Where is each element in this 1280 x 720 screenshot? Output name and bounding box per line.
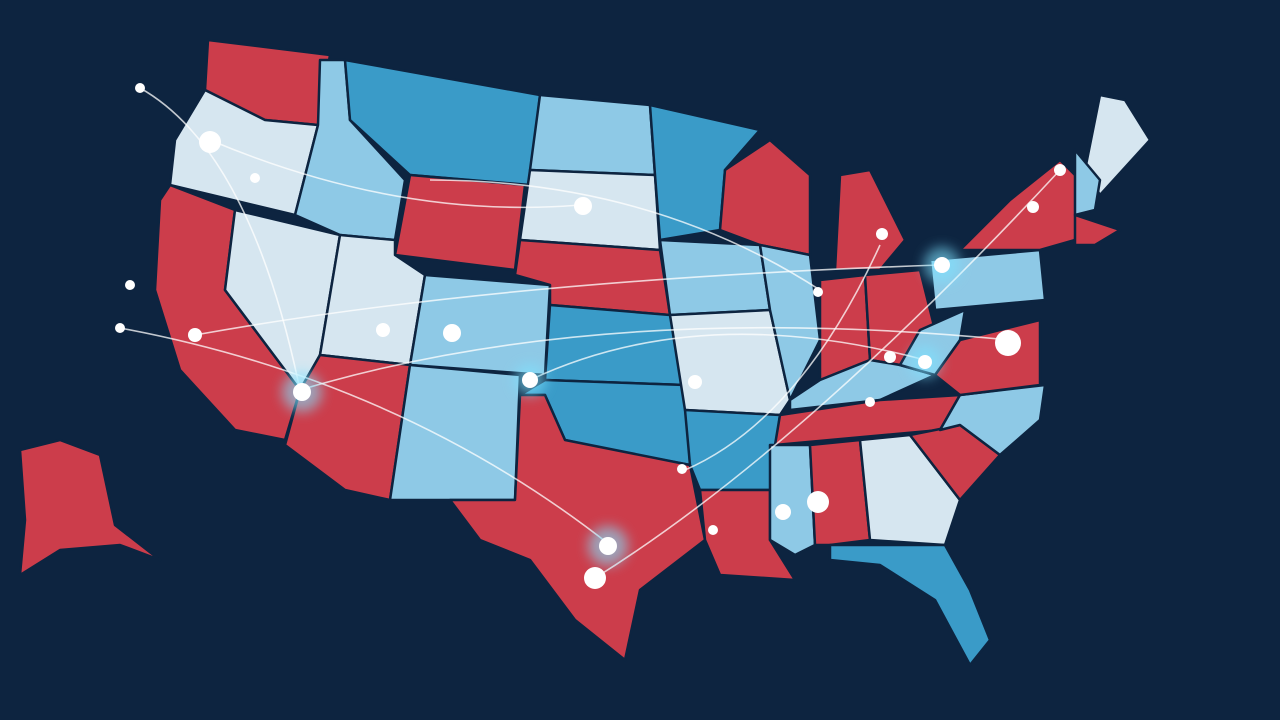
hub (199, 131, 221, 153)
hub (115, 323, 125, 333)
hub (775, 504, 791, 520)
states (18, 38, 1152, 667)
state (1083, 93, 1152, 197)
state (668, 308, 792, 417)
arc (684, 244, 881, 471)
state (543, 303, 687, 387)
hub (125, 280, 135, 290)
hub (884, 351, 896, 363)
state (833, 168, 907, 272)
state (683, 408, 782, 492)
arc (429, 179, 821, 291)
hub (688, 375, 702, 389)
hub (376, 323, 390, 337)
hub (708, 525, 718, 535)
hub (599, 537, 617, 555)
arc (529, 333, 926, 381)
hub (584, 567, 606, 589)
hub (865, 397, 875, 407)
hub (918, 355, 932, 369)
arc (119, 327, 611, 546)
state (393, 173, 527, 272)
hub (188, 328, 202, 342)
connections (119, 87, 1061, 579)
hub (522, 372, 538, 388)
hub (293, 383, 311, 401)
hub (574, 197, 592, 215)
hubs (115, 83, 1066, 589)
hub (813, 287, 823, 297)
state (758, 243, 822, 402)
state (388, 363, 522, 502)
hub (443, 324, 461, 342)
state (448, 393, 707, 662)
arc (209, 139, 581, 209)
state (808, 438, 872, 547)
hub (1054, 164, 1066, 176)
state (1073, 213, 1122, 247)
hub (135, 83, 145, 93)
hub (1027, 201, 1039, 213)
state (1073, 148, 1102, 217)
hub (807, 491, 829, 513)
state (858, 433, 962, 547)
state (828, 543, 992, 667)
arc (594, 169, 1061, 579)
state (528, 93, 657, 177)
arc (194, 264, 941, 336)
hub (995, 330, 1021, 356)
arc (299, 326, 1011, 391)
hub (250, 173, 260, 183)
arc (139, 87, 301, 391)
hub (876, 228, 888, 240)
state (18, 438, 162, 577)
hub (677, 464, 687, 474)
hub (934, 257, 950, 273)
